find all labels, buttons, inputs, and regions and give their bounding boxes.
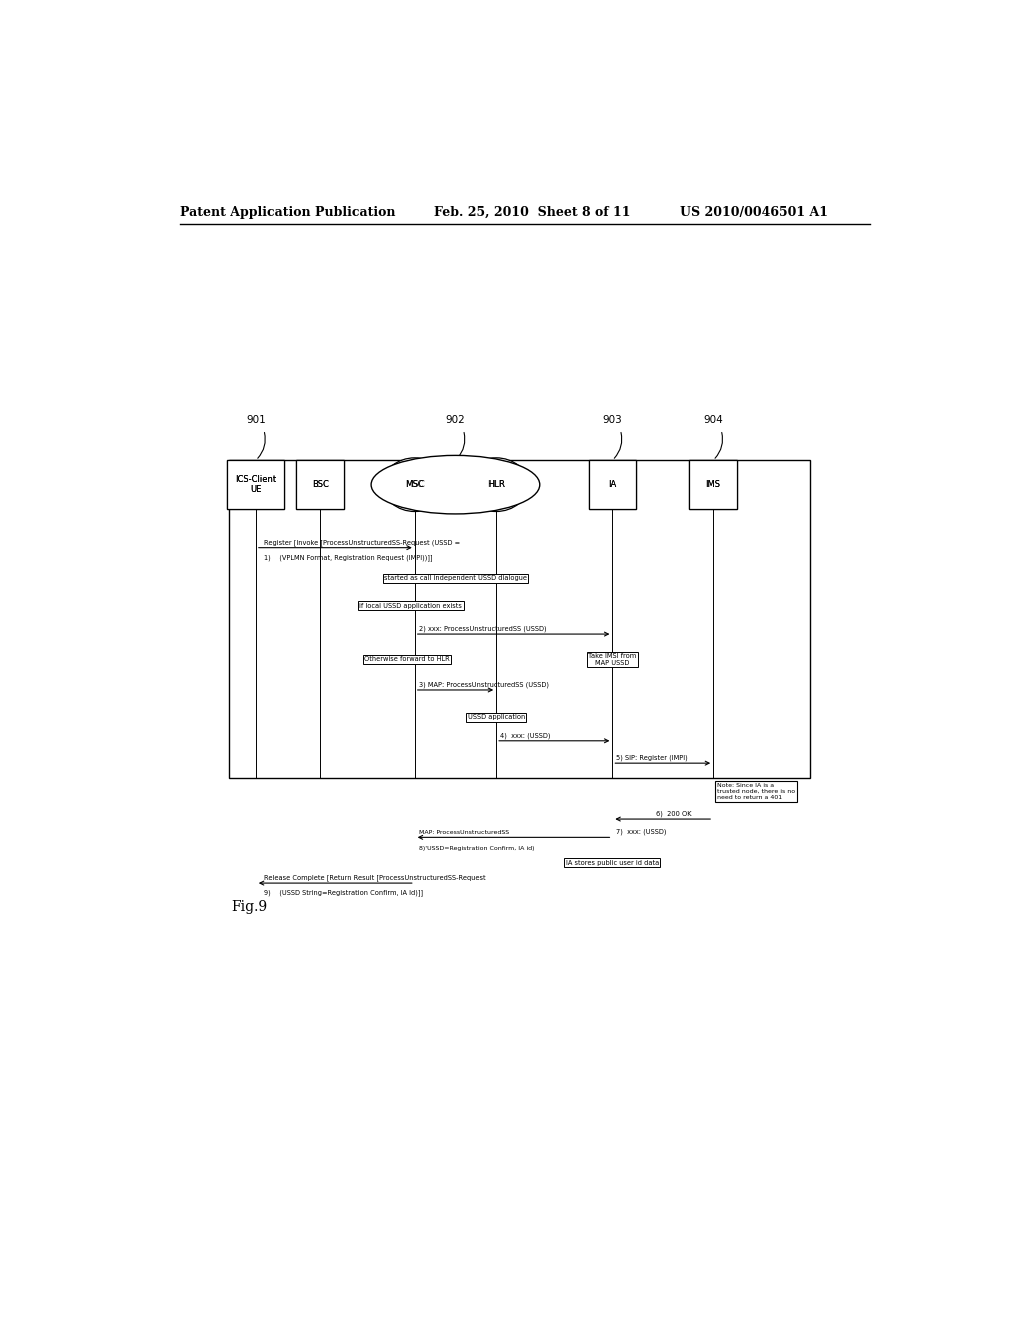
Text: HLR: HLR — [487, 480, 505, 490]
FancyBboxPatch shape — [689, 461, 737, 510]
Text: if local USSD application exists: if local USSD application exists — [359, 603, 462, 609]
FancyBboxPatch shape — [227, 461, 285, 510]
Text: BSC: BSC — [311, 480, 329, 490]
FancyBboxPatch shape — [589, 461, 636, 510]
Text: 7)  xxx: (USSD): 7) xxx: (USSD) — [616, 829, 667, 836]
Text: ICS-Client
UE: ICS-Client UE — [236, 475, 276, 495]
Text: started as call independent USSD dialogue: started as call independent USSD dialogu… — [384, 576, 527, 581]
Text: MSC: MSC — [406, 480, 424, 490]
Bar — [228, 461, 811, 779]
FancyBboxPatch shape — [296, 461, 344, 510]
Text: IMS: IMS — [706, 480, 721, 490]
Text: 904: 904 — [703, 414, 723, 425]
FancyBboxPatch shape — [689, 461, 737, 510]
Text: USSD application: USSD application — [468, 714, 524, 721]
Text: 5) SIP: Register (IMPI): 5) SIP: Register (IMPI) — [616, 755, 688, 762]
Text: BSC: BSC — [311, 480, 329, 490]
Text: HLR: HLR — [487, 480, 505, 490]
Ellipse shape — [464, 458, 528, 511]
Text: US 2010/0046501 A1: US 2010/0046501 A1 — [680, 206, 827, 219]
Text: Feb. 25, 2010  Sheet 8 of 11: Feb. 25, 2010 Sheet 8 of 11 — [433, 206, 630, 219]
Text: Release Complete [Return Result [ProcessUnstructuredSS-Request: Release Complete [Return Result [Process… — [264, 874, 485, 880]
Text: 4)  xxx: (USSD): 4) xxx: (USSD) — [500, 733, 551, 739]
Ellipse shape — [383, 458, 446, 511]
FancyBboxPatch shape — [296, 461, 344, 510]
Ellipse shape — [371, 455, 540, 513]
Text: 6)  200 OK: 6) 200 OK — [656, 810, 691, 817]
Text: IMS: IMS — [706, 480, 721, 490]
Text: ICS-Client
UE: ICS-Client UE — [236, 475, 276, 495]
Text: Note: Since IA is a
trusted node, there is no
need to return a 401: Note: Since IA is a trusted node, there … — [717, 783, 796, 800]
Text: 8)'USSD=Registration Confirm, IA id): 8)'USSD=Registration Confirm, IA id) — [419, 846, 535, 850]
Text: IA stores public user id data: IA stores public user id data — [565, 859, 659, 866]
FancyBboxPatch shape — [227, 461, 285, 510]
Text: 1)    (VPLMN Format, Registration Request (IMPI))]]: 1) (VPLMN Format, Registration Request (… — [264, 554, 432, 561]
Text: Fig.9: Fig.9 — [231, 900, 267, 915]
Text: MSC: MSC — [404, 480, 425, 490]
Text: 2) xxx: ProcessUnstructuredSS (USSD): 2) xxx: ProcessUnstructuredSS (USSD) — [419, 626, 547, 632]
Text: IA: IA — [608, 480, 616, 490]
Text: Otherwise forward to HLR: Otherwise forward to HLR — [364, 656, 450, 663]
Text: 901: 901 — [246, 414, 266, 425]
Text: 3) MAP: ProcessUnstructuredSS (USSD): 3) MAP: ProcessUnstructuredSS (USSD) — [419, 681, 549, 688]
Text: IA: IA — [608, 480, 616, 490]
Text: 902: 902 — [445, 414, 465, 425]
Text: Patent Application Publication: Patent Application Publication — [179, 206, 395, 219]
FancyBboxPatch shape — [589, 461, 636, 510]
Text: MAP: ProcessUnstructuredSS: MAP: ProcessUnstructuredSS — [419, 830, 509, 836]
Text: Register [Invoke [ProcessUnstructuredSS-Request (USSD =: Register [Invoke [ProcessUnstructuredSS-… — [264, 539, 460, 545]
Text: 903: 903 — [602, 414, 623, 425]
Text: 9)    (USSD String=Registration Confirm, IA Id)]]: 9) (USSD String=Registration Confirm, IA… — [264, 890, 423, 896]
Text: Take IMSI from
MAP USSD: Take IMSI from MAP USSD — [588, 653, 637, 667]
